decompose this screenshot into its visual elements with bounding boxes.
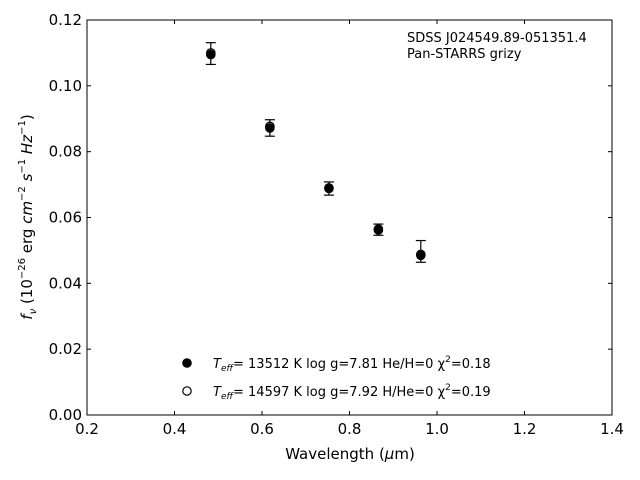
annotation-line-2: Pan-STARRS grizy xyxy=(407,47,522,62)
y-tick-label: 0.02 xyxy=(49,340,82,358)
chart-marks xyxy=(205,42,426,263)
y-tick-label: 0.12 xyxy=(49,11,82,29)
open-point xyxy=(324,183,334,193)
y-tick-label: 0.00 xyxy=(49,406,82,424)
plot-frame xyxy=(86,19,613,416)
y-tick-label: 0.08 xyxy=(49,143,82,161)
y-tick-label: 0.04 xyxy=(49,274,82,292)
legend-marker-open xyxy=(182,386,192,396)
open-point xyxy=(416,249,426,260)
x-tick-label: 0.4 xyxy=(163,420,187,438)
x-tick-label: 0.6 xyxy=(250,420,274,438)
y-tick-label: 0.06 xyxy=(49,209,82,227)
x-tick-label: 1.4 xyxy=(600,420,624,438)
y-tick-label: 0.10 xyxy=(49,77,82,95)
legend: Teff= 13512 K log g=7.81 He/H=0 χ2=0.18 T… xyxy=(182,355,491,402)
x-axis-ticks: 0.2 0.4 0.6 0.8 1.0 1.2 1.4 xyxy=(75,20,624,438)
x-axis-title: Wavelength (μm) xyxy=(285,445,415,463)
open-point xyxy=(265,121,275,132)
x-tick-label: 1.2 xyxy=(513,420,537,438)
x-tick-label: 0.8 xyxy=(338,420,362,438)
x-tick-label: 0.2 xyxy=(75,420,99,438)
open-point xyxy=(373,224,384,234)
y-axis-ticks: 0.00 0.02 0.04 0.06 0.08 0.10 0.12 xyxy=(49,11,612,424)
y-axis-title: fν (10−26 erg cm−2 s−1 Hz−1) xyxy=(17,114,39,319)
open-point xyxy=(206,48,216,58)
legend-marker-filled xyxy=(182,358,192,368)
legend-label: Teff= 13512 K log g=7.81 He/H=0 χ2=0.18 xyxy=(213,355,491,374)
legend-label: Teff= 14597 K log g=7.92 H/He=0 χ2=0.19 xyxy=(213,383,491,402)
x-tick-label: 1.0 xyxy=(425,420,449,438)
annotation-line-1: SDSS J024549.89-051351.4 xyxy=(407,31,587,46)
